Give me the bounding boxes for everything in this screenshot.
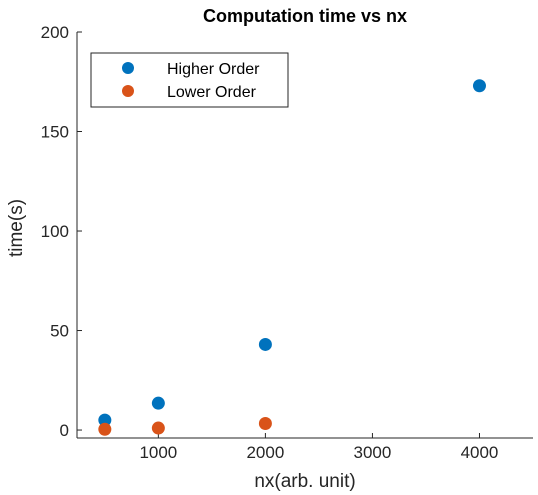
legend-marker (122, 85, 134, 97)
plot-area: 1000 2000 3000 4000 0 50 100 150 200 (41, 23, 533, 462)
x-axis-label: nx(arb. unit) (254, 471, 355, 492)
y-tick-label: 200 (41, 23, 69, 42)
legend-entry-label: Higher Order (167, 61, 260, 78)
legend-entry-label: Lower Order (167, 84, 257, 101)
legend: Higher Order Lower Order (90, 52, 289, 108)
data-point (151, 396, 165, 410)
data-point (98, 413, 112, 427)
legend-marker (122, 62, 134, 74)
data-point (472, 79, 486, 93)
y-axis-label: time(s) (6, 199, 27, 257)
chart-title: Computation time vs nx (203, 6, 407, 26)
x-tick-label: 1000 (139, 443, 177, 462)
x-tick-label: 4000 (461, 443, 499, 462)
y-tick-label: 100 (41, 222, 69, 241)
data-point (151, 421, 165, 435)
data-point (258, 416, 272, 430)
y-tick-label: 0 (60, 421, 69, 440)
data-point (98, 422, 112, 436)
y-tick-label: 150 (41, 123, 69, 142)
x-tick-label: 3000 (354, 443, 392, 462)
y-tick-label: 50 (50, 322, 69, 341)
legend-box (90, 52, 289, 108)
data-point (258, 337, 272, 351)
series-higher-order (98, 79, 486, 427)
x-tick-label: 2000 (246, 443, 284, 462)
series-lower-order (98, 416, 272, 436)
